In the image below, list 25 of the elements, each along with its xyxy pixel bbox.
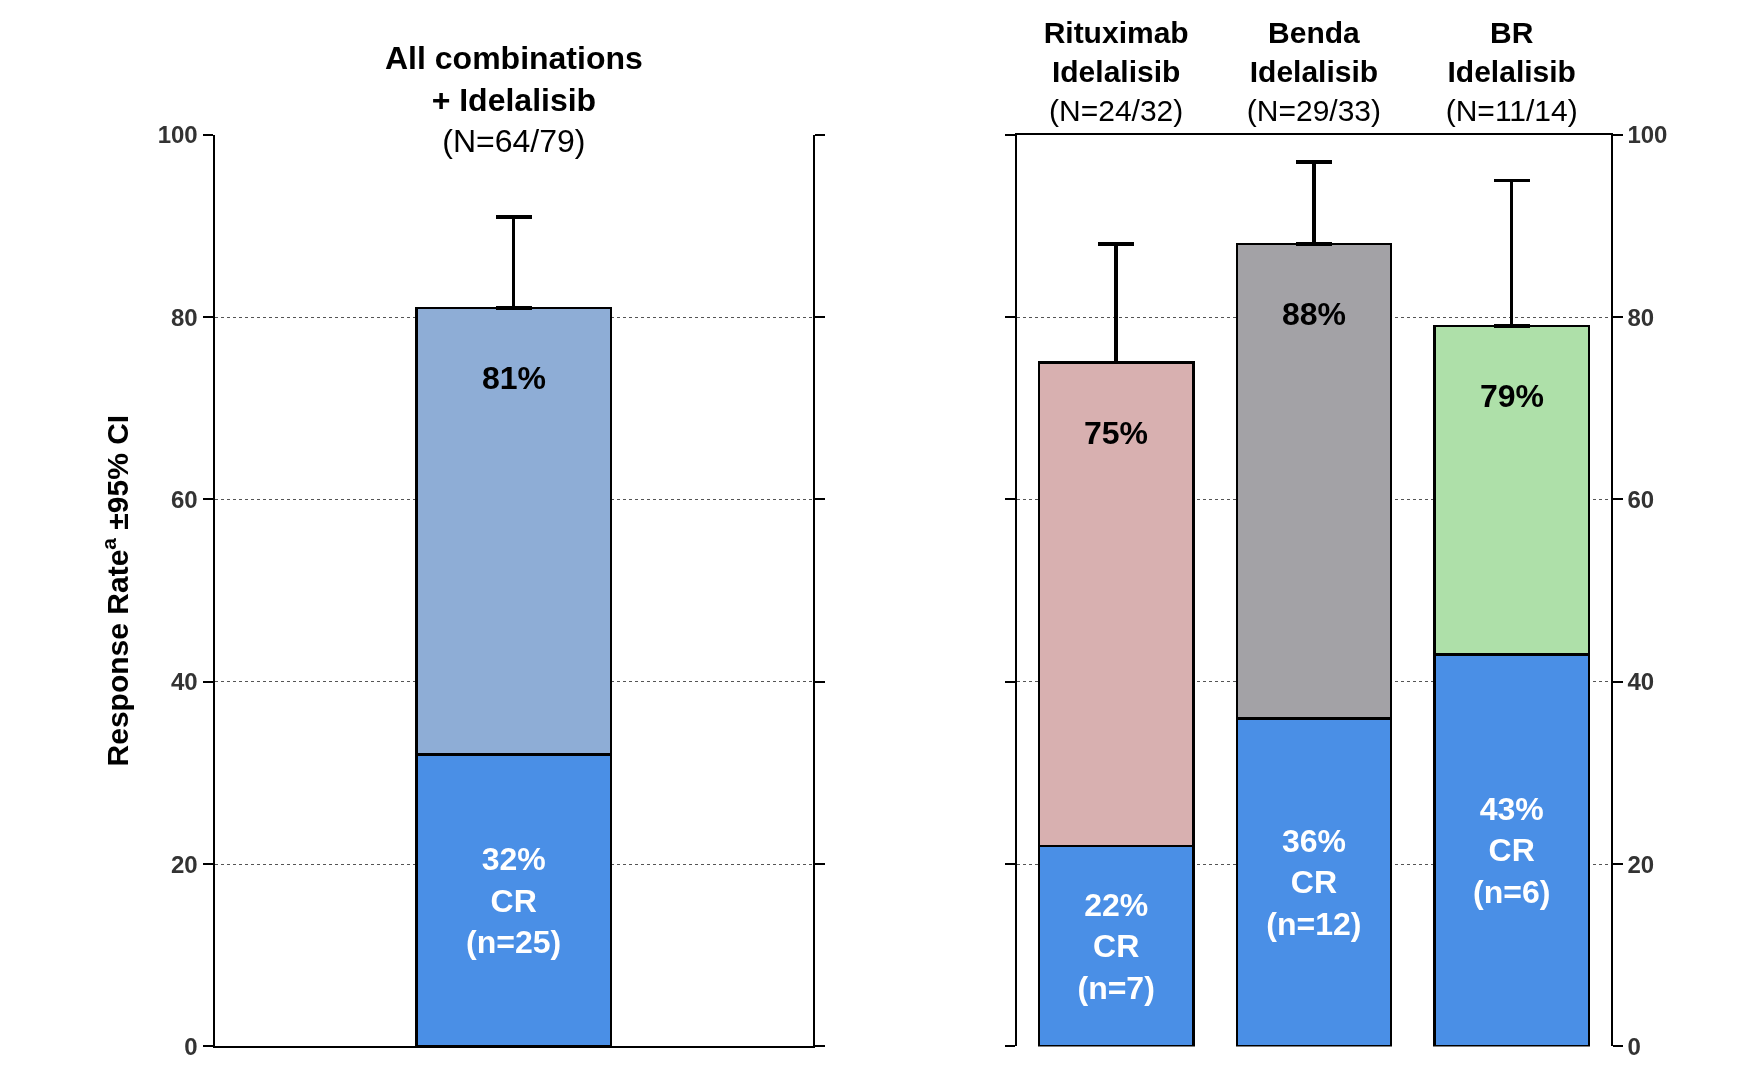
annotation: 79% bbox=[1480, 378, 1545, 414]
x-tick-label: Rituximab Idelalisib (N=24/32) bbox=[1043, 15, 1189, 127]
y-tick-label: 0 bbox=[184, 1032, 198, 1060]
y-tick-label: 100 bbox=[1627, 121, 1668, 149]
annotation: 75% bbox=[1084, 415, 1149, 451]
y-tick-label: 40 bbox=[171, 668, 198, 696]
x-tick-label: Benda Idelalisib (N=29/33) bbox=[1246, 15, 1382, 127]
y-tick-label: 100 bbox=[157, 121, 198, 149]
data-label: 36% CR (n=12) bbox=[1266, 822, 1362, 942]
x-tick-label: BR Idelalisib (N=11/14) bbox=[1445, 15, 1578, 127]
y-tick-label: 40 bbox=[1627, 668, 1655, 696]
y-tick-label: 60 bbox=[171, 485, 198, 513]
annotation: 81% bbox=[482, 360, 547, 396]
y-tick-label: 80 bbox=[1627, 303, 1655, 331]
y-tick-label: 0 bbox=[1627, 1032, 1641, 1060]
data-label: 22% CR (n=7) bbox=[1077, 886, 1155, 1006]
y-tick-label: 20 bbox=[1627, 850, 1655, 878]
data-label: 32% CR (n=25) bbox=[466, 840, 562, 961]
y-tick-label: 80 bbox=[171, 303, 198, 331]
data-label: 43% CR (n=6) bbox=[1473, 790, 1551, 911]
y-tick-label: 60 bbox=[1627, 485, 1655, 513]
annotation: 88% bbox=[1282, 296, 1347, 332]
chart-title: All combinations + Idelalisib bbox=[385, 40, 643, 118]
chart-subtitle: (N=64/79) bbox=[442, 123, 586, 160]
y-tick-label: 20 bbox=[171, 850, 198, 878]
